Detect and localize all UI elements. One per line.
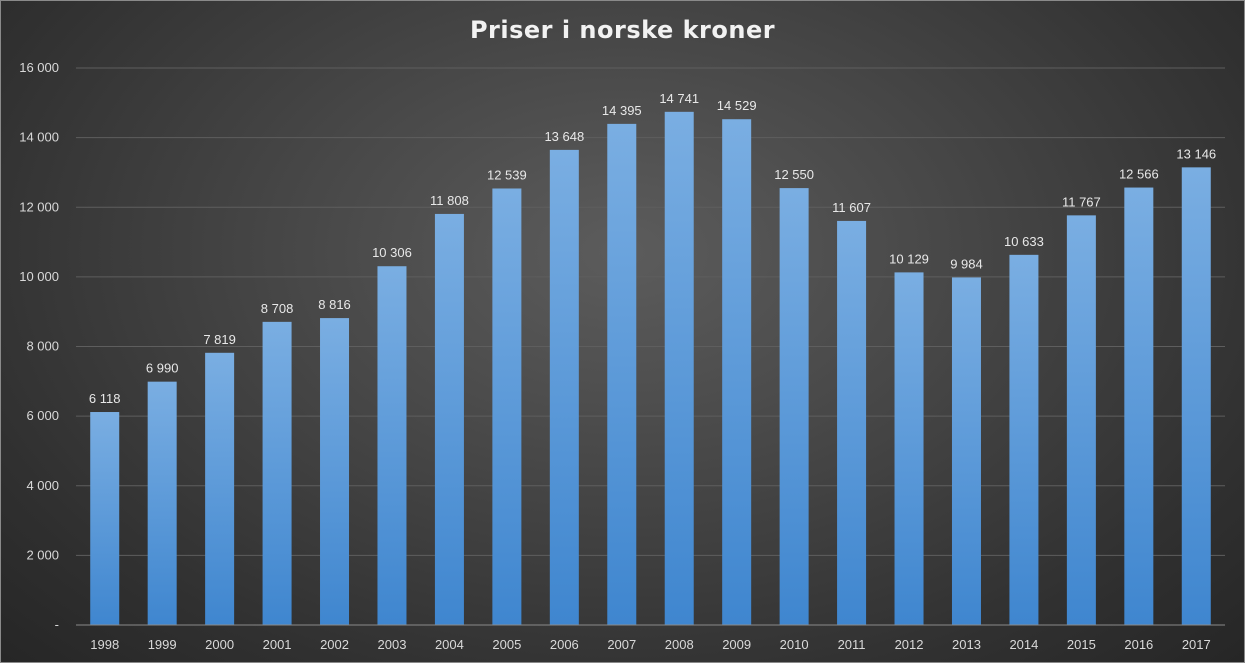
- data-label: 12 566: [1119, 167, 1159, 182]
- data-label: 6 990: [146, 361, 179, 376]
- y-tick-label: -: [55, 617, 59, 632]
- data-label: 8 816: [318, 297, 351, 312]
- bar: [837, 220, 867, 625]
- x-tick-label: 1998: [90, 637, 119, 652]
- y-tick-label: 6 000: [26, 408, 59, 423]
- bar: [492, 188, 522, 625]
- data-label: 6 118: [89, 391, 121, 406]
- y-tick-label: 2 000: [26, 547, 59, 562]
- bar: [205, 352, 235, 625]
- bar: [779, 188, 809, 625]
- data-label: 14 395: [602, 103, 642, 118]
- x-tick-label: 2005: [492, 637, 521, 652]
- x-tick-label: 2003: [378, 637, 407, 652]
- bar: [1181, 167, 1211, 626]
- bar: [951, 277, 981, 625]
- y-tick-label: 16 000: [19, 60, 59, 75]
- bar: [722, 119, 752, 625]
- bar: [549, 149, 579, 625]
- bar: [377, 266, 407, 625]
- bar: [1009, 254, 1039, 625]
- x-tick-label: 2006: [550, 637, 579, 652]
- x-tick-label: 2014: [1009, 637, 1038, 652]
- data-label: 10 129: [889, 251, 929, 266]
- y-tick-label: 10 000: [19, 269, 59, 284]
- data-label: 10 306: [372, 245, 412, 260]
- chart-title: Priser i norske kroner: [469, 16, 776, 44]
- x-tick-label: 2004: [435, 637, 464, 652]
- bar: [320, 318, 350, 625]
- x-tick-label: 2007: [607, 637, 636, 652]
- bar: [262, 321, 292, 625]
- y-tick-label: 8 000: [26, 339, 59, 354]
- bar: [434, 213, 464, 625]
- data-label: 14 741: [659, 91, 699, 106]
- x-tick-label: 2012: [895, 637, 924, 652]
- x-tick-label: 2015: [1067, 637, 1096, 652]
- bar: [664, 111, 694, 626]
- bar: [894, 272, 924, 625]
- data-label: 14 529: [717, 98, 757, 113]
- x-tick-label: 2001: [263, 637, 292, 652]
- bar: [1066, 215, 1096, 625]
- x-tick-label: 2000: [205, 637, 234, 652]
- data-label: 10 633: [1004, 234, 1044, 249]
- x-tick-label: 2011: [838, 637, 866, 652]
- data-label: 12 550: [774, 167, 814, 182]
- data-label: 9 984: [950, 256, 983, 271]
- data-label: 13 146: [1176, 146, 1216, 161]
- data-label: 11 808: [430, 193, 469, 208]
- bar: [90, 412, 120, 625]
- data-label: 8 708: [261, 301, 294, 316]
- data-label: 11 607: [832, 200, 871, 215]
- y-tick-label: 12 000: [19, 199, 59, 214]
- data-label: 13 648: [544, 129, 584, 144]
- y-tick-label: 14 000: [19, 130, 59, 145]
- bar: [1124, 187, 1154, 625]
- x-tick-label: 2013: [952, 637, 981, 652]
- data-label: 12 539: [487, 167, 527, 182]
- data-label: 11 767: [1062, 194, 1101, 209]
- x-tick-label: 2010: [780, 637, 809, 652]
- x-tick-label: 2008: [665, 637, 694, 652]
- bar: [147, 381, 177, 625]
- x-tick-label: 2009: [722, 637, 751, 652]
- x-tick-label: 1999: [148, 637, 177, 652]
- x-tick-label: 2017: [1182, 637, 1211, 652]
- bar: [607, 123, 637, 626]
- x-tick-label: 2002: [320, 637, 349, 652]
- data-label: 7 819: [203, 332, 236, 347]
- x-tick-label: 2016: [1124, 637, 1153, 652]
- y-tick-label: 4 000: [26, 478, 59, 493]
